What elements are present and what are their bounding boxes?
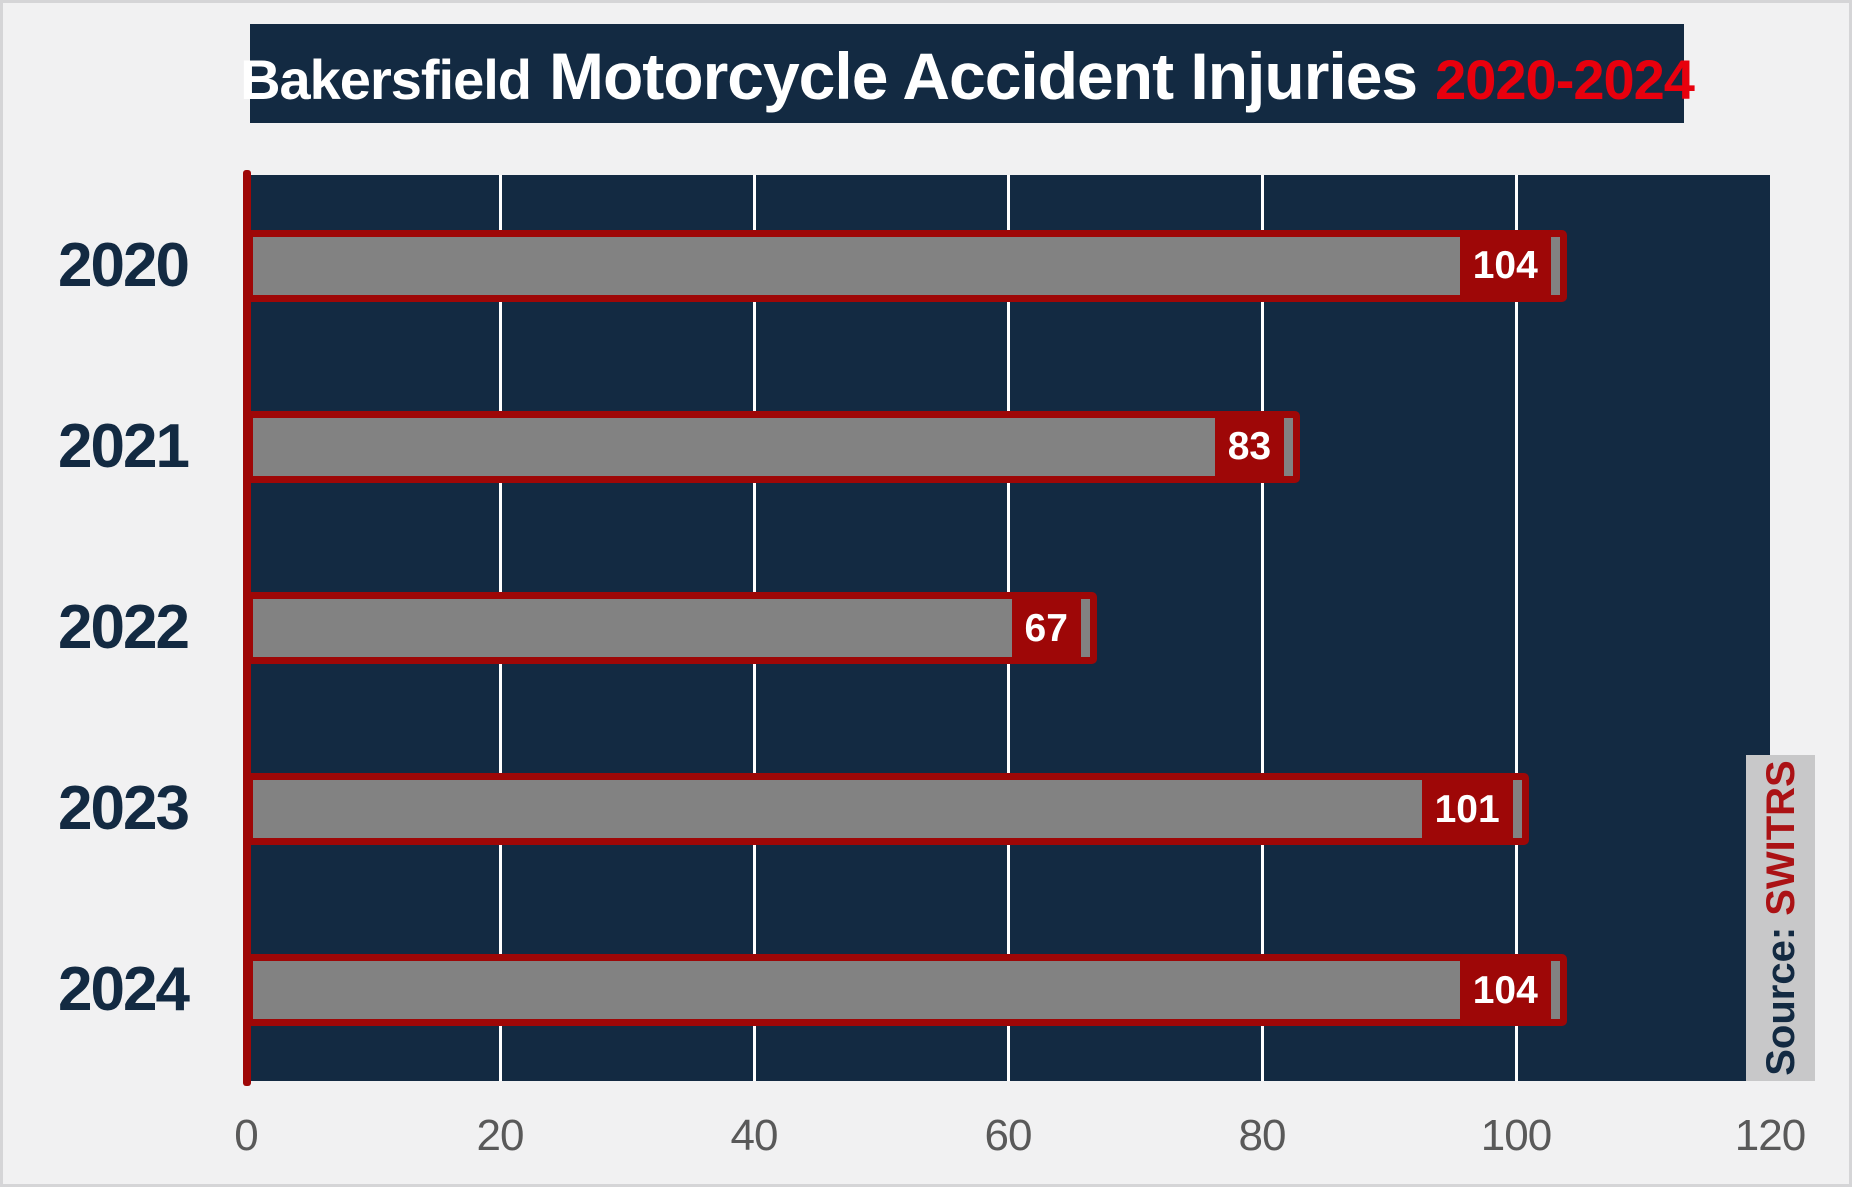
bar-value-2023: 101 bbox=[1421, 773, 1513, 846]
year-label-2022: 2022 bbox=[58, 593, 190, 662]
x-tick-0: 0 bbox=[234, 1111, 258, 1160]
x-tick-100: 100 bbox=[1480, 1111, 1552, 1160]
x-tick-80: 80 bbox=[1238, 1111, 1287, 1160]
bar-2023: 101 bbox=[246, 773, 1529, 846]
bar-2021: 83 bbox=[246, 410, 1301, 483]
title-prefix: Bakersfield bbox=[240, 48, 532, 111]
bar-value-2021: 83 bbox=[1214, 410, 1285, 483]
year-label-2023: 2023 bbox=[58, 774, 190, 844]
y-axis-line bbox=[243, 170, 251, 1086]
x-tick-60: 60 bbox=[984, 1111, 1033, 1160]
source-value: SWITRS bbox=[1758, 760, 1803, 916]
bar-2020: 104 bbox=[246, 229, 1567, 302]
source-box: Source: SWITRS bbox=[1746, 755, 1815, 1081]
bar-value-2022: 67 bbox=[1011, 592, 1081, 664]
bar-value-2020: 104 bbox=[1459, 229, 1551, 302]
x-tick-120: 120 bbox=[1734, 1111, 1806, 1160]
bar-2022: 67 bbox=[246, 592, 1097, 664]
year-label-2021: 2021 bbox=[58, 411, 190, 481]
year-label-2024: 2024 bbox=[58, 955, 190, 1025]
gridline-80 bbox=[1260, 175, 1264, 1081]
bar-2024: 104 bbox=[246, 954, 1567, 1027]
year-label-2020: 2020 bbox=[58, 230, 190, 300]
bar-value-2024: 104 bbox=[1459, 954, 1551, 1027]
source-label: Source: bbox=[1758, 926, 1803, 1076]
plot-area: 104 83 67 101 104 bbox=[243, 170, 1770, 1086]
title-period: 2020-2024 bbox=[1435, 48, 1695, 111]
x-tick-40: 40 bbox=[730, 1111, 779, 1160]
x-tick-20: 20 bbox=[476, 1111, 525, 1160]
title-main: Motorcycle Accident Injuries bbox=[549, 39, 1418, 113]
gridline-100 bbox=[1514, 175, 1518, 1081]
source-text: Source: SWITRS bbox=[1758, 760, 1803, 1076]
chart-title: Bakersfield Motorcycle Accident Injuries… bbox=[240, 24, 1695, 123]
